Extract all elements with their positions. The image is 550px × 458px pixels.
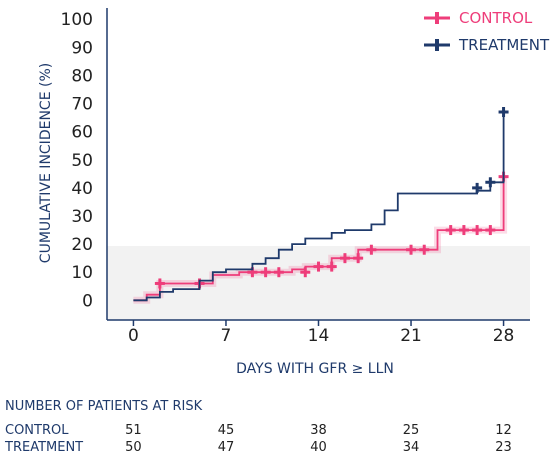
y-tick-label: 0 [82, 291, 93, 311]
treatment-censor-mark [485, 177, 496, 188]
x-axis-title: DAYS WITH GFR ≥ LLN [236, 361, 394, 377]
treatment-censor-mark [498, 107, 509, 117]
risk-value: 45 [217, 423, 235, 438]
control-censor-mark [353, 253, 364, 264]
legend: CONTROL TREATMENT [424, 9, 550, 54]
control-step-line [133, 176, 505, 302]
control-censor-mark [273, 267, 284, 278]
y-axis-title: CUMULATIVE INCIDENCE (%) [38, 63, 54, 263]
y-tick-label: 10 [71, 263, 93, 283]
control-censor-mark [300, 267, 311, 278]
incidence-chart: 0 10 20 30 40 50 60 70 80 90 100 0 7 14 21 28 CUMULATI… [38, 8, 550, 377]
control-censor-mark [458, 225, 469, 236]
y-tick-label: 100 [61, 10, 93, 30]
risk-row-label: TREATMENT [5, 440, 84, 455]
y-tick-label: 30 [71, 207, 93, 227]
y-tick-label: 50 [71, 151, 93, 171]
control-censor-mark [406, 244, 417, 255]
y-tick-label: 60 [71, 123, 93, 143]
risk-value: 50 [125, 440, 142, 455]
y-tick-label: 40 [71, 179, 93, 199]
treatment-legend-label: TREATMENT [458, 36, 550, 54]
control-censor-mark [366, 244, 377, 255]
y-tick-label: 20 [71, 235, 93, 255]
risk-value: 51 [125, 423, 142, 438]
risk-row-label: CONTROL [5, 423, 69, 438]
x-tick-label: 7 [221, 326, 232, 346]
control-censor-mark [260, 267, 271, 278]
x-tick-label: 28 [493, 326, 515, 346]
risk-value: 23 [495, 440, 512, 455]
treatment-step-line [133, 112, 505, 302]
risk-value: 40 [310, 440, 327, 455]
x-tick-label: 21 [400, 326, 422, 346]
y-tick-label: 70 [71, 95, 93, 115]
risk-value: 47 [217, 440, 235, 455]
control-censor-mark [154, 278, 165, 289]
risk-value: 38 [310, 423, 327, 438]
control-legend-label: CONTROL [459, 9, 533, 27]
control-censor-mark [326, 261, 337, 272]
control-censor-mark [445, 225, 456, 236]
y-tick-label: 80 [71, 66, 93, 86]
risk-value: 34 [402, 440, 420, 455]
risk-table-title: NUMBER OF PATIENTS AT RISK [5, 399, 203, 414]
risk-value: 25 [402, 423, 420, 438]
x-tick-label: 0 [128, 326, 139, 346]
control-censor-mark [419, 244, 430, 255]
treatment-censor-mark [472, 182, 483, 193]
control-censor-mark [339, 253, 350, 264]
control-censor-mark [485, 225, 496, 236]
y-tick-label: 90 [71, 38, 93, 58]
control-censor-mark [472, 225, 483, 236]
risk-value: 12 [495, 423, 512, 438]
control-censor-mark [313, 261, 324, 272]
x-tick-label: 14 [308, 326, 330, 346]
